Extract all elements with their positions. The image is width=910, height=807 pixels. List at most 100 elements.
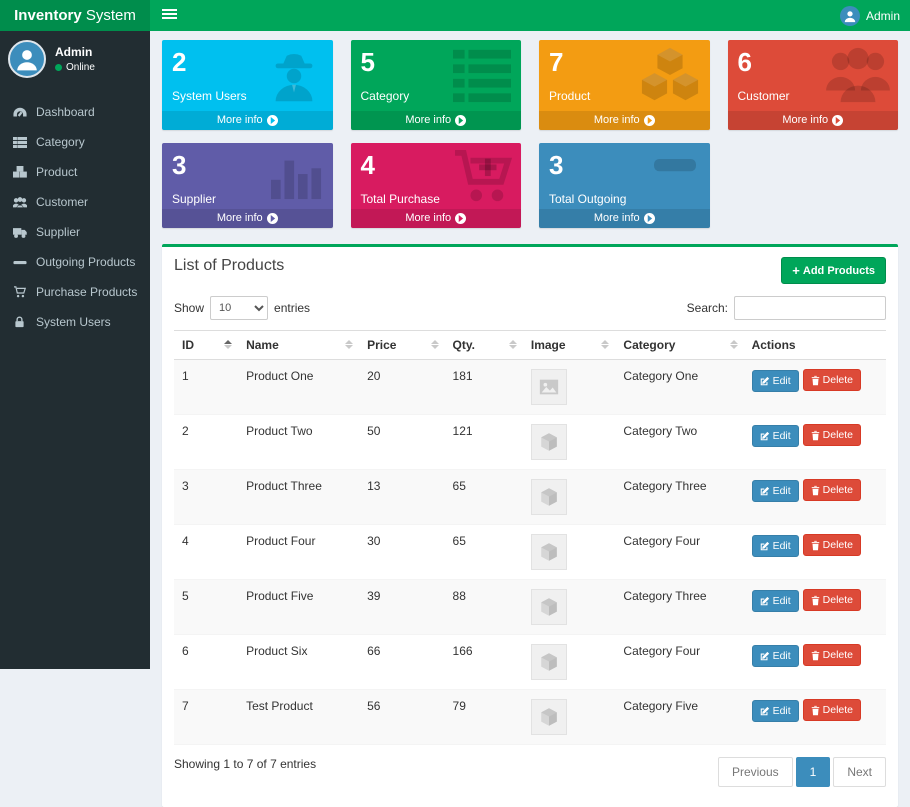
infobox-total-purchase: 4 Total Purchase More info [350,143,521,228]
sidebar-item-supplier[interactable]: Supplier [0,217,150,247]
cell-category: Category One [615,359,744,415]
infobox-label: Customer [737,88,790,103]
sidebar-item-label: Dashboard [36,105,95,119]
delete-button[interactable]: Delete [802,369,862,391]
sidebar-item-product[interactable]: Product [0,157,150,187]
delete-button[interactable]: Delete [802,479,862,501]
next-page-button[interactable]: Next [833,757,886,787]
cell-qty: 65 [444,469,523,525]
arrow-circle-right-icon [455,213,467,224]
column-header-name[interactable]: Name [238,330,360,360]
online-status-icon [55,64,62,71]
infobox-row-1: 2 System Users More info 5 Category More… [162,40,898,130]
sidebar-item-outgoing-products[interactable]: Outgoing Products [0,247,150,277]
column-header-image[interactable]: Image [522,330,616,360]
truck-icon [12,227,27,238]
delete-button[interactable]: Delete [802,424,862,446]
cell-price: 20 [359,359,445,415]
delete-button[interactable]: Delete [802,644,862,666]
edit-button[interactable]: Edit [751,479,799,502]
more-info-label: More info [405,114,452,126]
infobox-value: 3 [172,150,187,180]
search-input[interactable] [734,296,886,320]
cell-qty: 88 [444,579,523,635]
cell-name: Product Five [238,579,360,635]
table-row: 5 Product Five 39 88 Category Three Edit… [174,579,886,635]
cell-category: Category Four [615,634,744,690]
main-content: 2 System Users More info 5 Category More… [150,31,910,807]
more-info-link[interactable]: More info [727,111,898,130]
cell-name: Product One [238,359,360,415]
edit-button[interactable]: Edit [751,534,799,557]
sort-icon [729,339,738,350]
edit-button[interactable]: Edit [751,424,799,447]
spy-icon [263,46,325,113]
column-header-category[interactable]: Category [615,330,744,360]
table-row: 3 Product Three 13 65 Category Three Edi… [174,469,886,525]
delete-button[interactable]: Delete [802,589,862,611]
infobox-label: System Users [172,88,247,103]
infobox-customer: 6 Customer More info [727,40,898,130]
add-products-button[interactable]: + Add Products [781,257,886,284]
sidebar-item-category[interactable]: Category [0,127,150,157]
sidebar-item-system-users[interactable]: System Users [0,307,150,337]
sort-icon [508,339,517,350]
more-info-link[interactable]: More info [539,209,710,228]
more-info-link[interactable]: More info [350,111,521,130]
brand-rest: System [81,7,136,24]
more-info-link[interactable]: More info [162,209,333,228]
sidebar-toggle-icon[interactable] [150,0,190,31]
cell-qty: 181 [444,359,523,415]
infobox-label: Total Purchase [360,191,440,206]
sidebar-item-label: System Users [36,315,111,329]
infobox-label: Category [360,88,410,103]
user-menu[interactable]: Admin [839,0,900,31]
column-header-actions: Actions [743,330,886,360]
sidebar-item-label: Supplier [36,225,81,239]
cell-name: Product Three [238,469,360,525]
more-info-label: More info [216,114,263,126]
more-info-label: More info [593,114,640,126]
page-1-button[interactable]: 1 [795,757,831,787]
user-avatar-icon [839,5,860,26]
box-placeholder-icon [530,644,567,680]
infobox-value: 5 [360,47,375,77]
cell-price: 50 [359,414,445,470]
cell-category: Category Three [615,579,744,635]
cell-id: 2 [174,414,239,470]
box-placeholder-icon [530,534,567,570]
edit-button[interactable]: Edit [751,644,799,667]
cell-qty: 121 [444,414,523,470]
more-info-link[interactable]: More info [539,111,710,130]
entries-select[interactable]: 10 [210,296,269,320]
table-row: 1 Product One 20 181 Category One Edit De… [174,359,886,415]
cell-id: 7 [174,689,239,745]
column-header-qty[interactable]: Qty. [444,330,523,360]
cell-name: Product Six [238,634,360,690]
delete-button[interactable]: Delete [802,534,862,556]
edit-button[interactable]: Edit [751,589,799,612]
cell-id: 1 [174,359,239,415]
more-info-link[interactable]: More info [162,111,333,130]
infobox-row-2: 3 Supplier More info 4 Total Purchase Mo… [162,143,898,228]
sidebar-avatar-icon [8,40,46,78]
edit-button[interactable]: Edit [751,369,799,392]
cell-qty: 79 [444,689,523,745]
column-header-id[interactable]: ID [174,330,239,360]
sidebar-item-purchase-products[interactable]: Purchase Products [0,277,150,307]
cell-qty: 65 [444,524,523,580]
sidebar-item-customer[interactable]: Customer [0,187,150,217]
products-table: ID Name Price Qty. Image Category Action… [174,330,886,745]
sidebar-item-dashboard[interactable]: Dashboard [0,97,150,127]
sidebar-item-label: Outgoing Products [36,255,136,269]
table-row: 6 Product Six 66 166 Category Four Edit D… [174,634,886,690]
infobox-supplier: 3 Supplier More info [162,143,333,228]
column-header-price[interactable]: Price [359,330,445,360]
edit-button[interactable]: Edit [751,699,799,722]
more-info-link[interactable]: More info [350,209,521,228]
brand-logo[interactable]: Inventory System [0,0,150,31]
more-info-label: More info [593,212,640,224]
infobox-system-users: 2 System Users More info [162,40,333,130]
delete-button[interactable]: Delete [802,699,862,721]
previous-page-button[interactable]: Previous [717,757,793,787]
